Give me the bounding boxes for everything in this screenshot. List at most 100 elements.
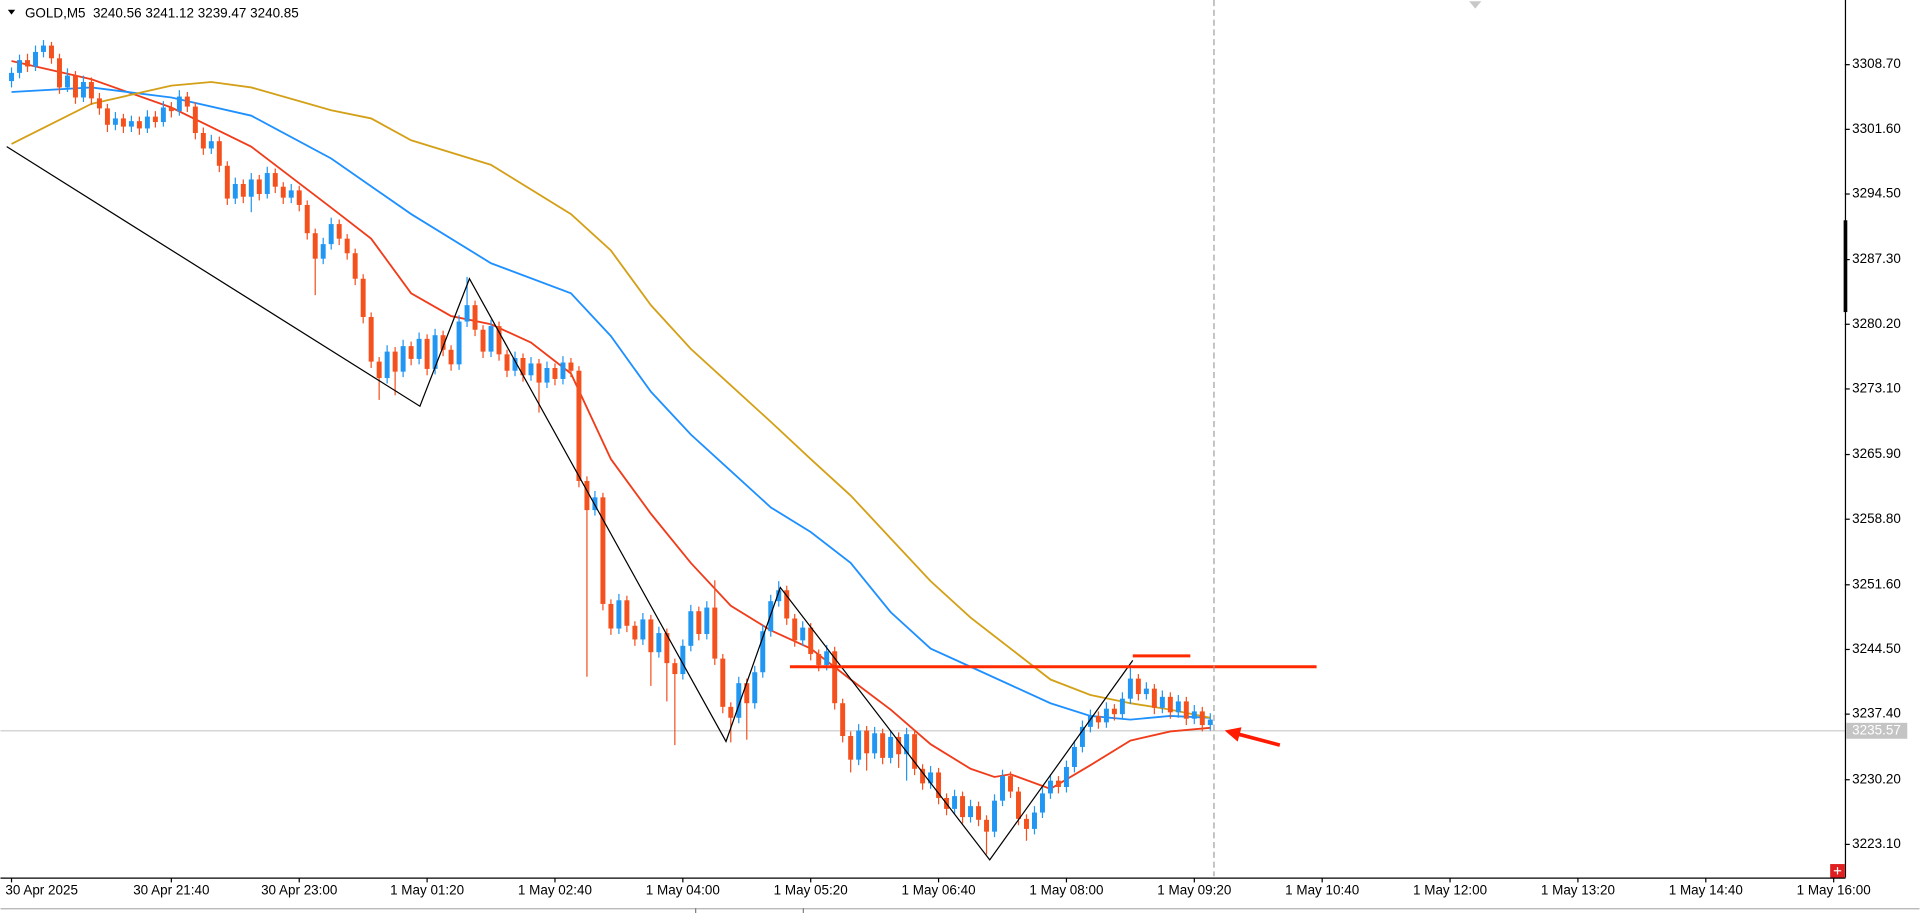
candle-body — [528, 363, 534, 376]
candle-body — [712, 607, 718, 659]
candle-body — [440, 335, 446, 350]
candle-body — [1063, 766, 1069, 788]
y-tick-label: 3301.60 — [1852, 121, 1901, 136]
y-tick-label: 3287.30 — [1852, 251, 1901, 266]
chart-header: GOLD,M5 3240.56 3241.12 3239.47 3240.85 — [25, 5, 299, 20]
candle-body — [992, 800, 997, 832]
candle-body — [240, 184, 246, 197]
candle-body — [904, 734, 910, 755]
candle-body — [456, 321, 462, 365]
y-tick-label: 3230.20 — [1852, 771, 1901, 786]
candle-body — [1016, 791, 1021, 819]
candle-body — [1151, 688, 1157, 708]
candle-body — [120, 118, 126, 127]
candle-body — [784, 590, 790, 619]
candle-body — [56, 58, 62, 88]
candle-body — [320, 244, 326, 259]
candle-body — [1095, 715, 1101, 723]
candle-body — [1032, 812, 1037, 829]
candle-body — [472, 305, 478, 330]
candle-body — [64, 75, 70, 88]
candle-body — [688, 611, 694, 646]
candle-body — [856, 730, 862, 760]
candle-body — [424, 338, 430, 369]
candle-body — [328, 224, 334, 245]
candle-body — [600, 497, 606, 604]
candle-body — [656, 633, 662, 653]
candle-body — [144, 116, 150, 129]
candle-body — [1159, 696, 1165, 708]
candle-body — [1008, 776, 1013, 792]
header-close: 3240.85 — [250, 5, 299, 20]
header-open: 3240.56 — [93, 5, 142, 20]
candle-body — [864, 730, 870, 754]
candle-body — [160, 107, 166, 123]
candle-body — [264, 173, 270, 195]
candle-body — [616, 600, 622, 629]
candle-body — [1024, 818, 1029, 829]
candle-body — [480, 329, 486, 352]
candle-body — [920, 768, 926, 784]
candle-body — [1079, 726, 1085, 747]
candle-body — [1071, 746, 1077, 767]
candle-body — [1135, 678, 1141, 695]
candle-body — [33, 51, 38, 67]
candle-body — [584, 480, 590, 511]
y-tick-label: 3265.90 — [1852, 446, 1901, 461]
zigzag-line — [6, 146, 1134, 861]
candle-body — [704, 607, 710, 634]
candle-body — [112, 118, 118, 125]
candle-body — [568, 362, 574, 371]
candle-body — [256, 179, 262, 195]
candle-body — [280, 186, 286, 198]
x-tick-label: 1 May 06:40 — [902, 883, 976, 898]
candle-body — [752, 672, 758, 704]
y-tick-label: 3223.10 — [1852, 836, 1901, 851]
candle-body — [632, 625, 638, 640]
candle-body — [912, 734, 918, 769]
candle-body — [384, 351, 390, 379]
candle-body — [408, 346, 414, 359]
candle-body — [608, 603, 614, 629]
candle-body — [488, 326, 494, 352]
candle-body — [104, 108, 110, 125]
candle-body — [776, 590, 782, 602]
symbol: GOLD,M5 — [25, 5, 86, 20]
candle-body — [664, 633, 670, 664]
x-tick-label: 30 Apr 21:40 — [133, 883, 209, 898]
header-menu-icon[interactable] — [7, 9, 16, 15]
candle-body — [168, 107, 174, 112]
candle-body — [152, 116, 158, 123]
candle-body — [928, 772, 934, 784]
candle-body — [248, 179, 254, 197]
x-tick-label: 1 May 10:40 — [1285, 883, 1359, 898]
candle-body — [344, 238, 350, 254]
moving-average-line — [11, 81, 1211, 719]
candle-body — [208, 141, 214, 149]
candle-body — [416, 338, 422, 359]
candle-body — [816, 654, 822, 665]
candle-body — [680, 645, 686, 675]
candle-body — [1103, 708, 1109, 723]
candle-body — [336, 224, 342, 239]
candle-body — [1167, 696, 1173, 713]
candle-body — [672, 663, 678, 675]
candle-body — [184, 96, 190, 107]
candle-body — [976, 806, 982, 820]
candle-body — [176, 96, 182, 112]
candle-body — [448, 349, 454, 365]
candle-body — [400, 346, 406, 372]
candle-body — [1191, 711, 1197, 719]
candle-body — [504, 354, 510, 371]
header-low: 3239.47 — [198, 5, 247, 20]
candle-body — [9, 72, 14, 82]
candle-body — [592, 497, 598, 511]
candle-body — [640, 619, 646, 640]
current-price-label: 3235.57 — [1852, 722, 1901, 737]
candle-body — [512, 357, 518, 371]
candle-body — [216, 141, 222, 166]
candle-body — [368, 316, 374, 362]
candle-body — [720, 658, 726, 707]
